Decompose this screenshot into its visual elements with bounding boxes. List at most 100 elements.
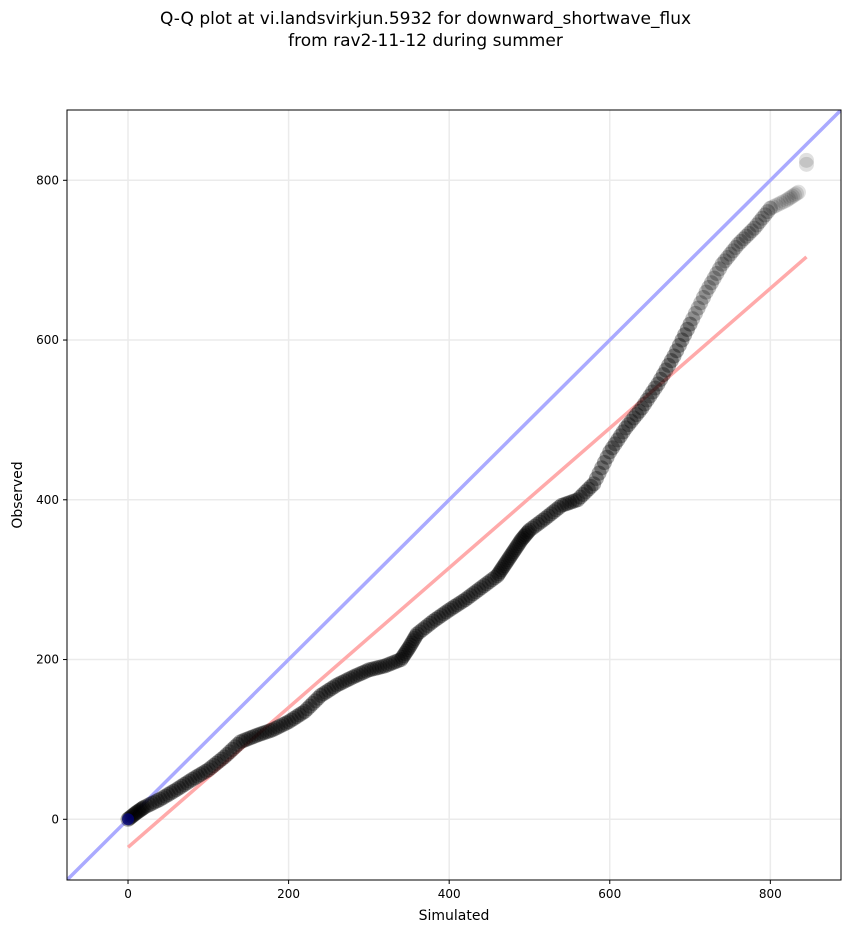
data-point: [299, 701, 315, 717]
plot-frame: [66, 109, 842, 881]
data-point: [238, 732, 254, 748]
data-point: [778, 192, 794, 208]
reference-lines: [67, 110, 841, 880]
data-point: [404, 635, 420, 651]
data-point: [216, 749, 232, 765]
data-point: [476, 578, 492, 594]
data-point: [382, 656, 398, 672]
data-point: [784, 188, 800, 204]
data-point: [246, 728, 262, 744]
data-point: [259, 724, 275, 740]
data-point: [501, 550, 517, 566]
data-point: [283, 712, 299, 728]
data-point: [564, 494, 580, 510]
data-point: [634, 400, 650, 416]
data-point: [527, 518, 543, 534]
data-point: [248, 727, 264, 743]
data-point: [401, 640, 417, 656]
data-point: [524, 520, 540, 536]
data-point: [620, 417, 636, 433]
data-point: [339, 672, 355, 688]
data-point: [273, 718, 289, 734]
data-point: [168, 782, 184, 798]
data-point: [517, 527, 533, 543]
data-point: [160, 787, 176, 803]
data-point: [414, 622, 430, 638]
data-point: [728, 240, 744, 256]
data-point: [546, 504, 562, 520]
data-point: [463, 588, 479, 604]
fit-line: [126, 255, 808, 849]
data-point: [174, 778, 190, 794]
data-point: [493, 562, 509, 578]
y-tick-label: 0: [51, 812, 59, 826]
data-point: [757, 207, 773, 223]
data-point: [425, 613, 441, 629]
data-point: [390, 653, 406, 669]
data-point: [155, 790, 171, 806]
data-point: [532, 514, 548, 530]
data-point: [738, 228, 754, 244]
data-point: [500, 552, 516, 568]
data-point: [305, 695, 321, 711]
data-point: [348, 668, 364, 684]
data-point: [203, 760, 219, 776]
data-point: [356, 664, 372, 680]
data-point: [637, 396, 653, 412]
data-point: [302, 698, 318, 714]
data-point: [776, 194, 792, 210]
data-point: [722, 246, 738, 262]
data-point: [460, 590, 476, 606]
data-point: [353, 666, 369, 682]
data-point: [554, 497, 570, 513]
data-point: [507, 542, 523, 558]
data-point: [313, 687, 329, 703]
data-point: [224, 741, 240, 757]
data-point: [623, 413, 639, 429]
chart-title: Q-Q plot at vi.landsvirkjun.5932 for dow…: [0, 8, 851, 52]
data-point: [192, 767, 208, 783]
data-point: [262, 723, 278, 739]
data-point: [765, 199, 781, 215]
data-point: [275, 717, 291, 733]
data-point: [671, 337, 687, 353]
data-point: [516, 529, 532, 545]
data-point: [286, 710, 302, 726]
data-point: [232, 734, 248, 750]
data-point: [358, 663, 374, 679]
data-point: [492, 564, 508, 580]
data-point: [141, 797, 157, 813]
data-point: [337, 673, 353, 689]
data-point: [682, 316, 698, 332]
data-point: [433, 608, 449, 624]
data-point: [479, 576, 495, 592]
data-point: [487, 570, 503, 586]
data-point: [452, 595, 468, 611]
data-point: [653, 371, 669, 387]
data-point: [484, 572, 500, 588]
data-point: [687, 305, 703, 321]
data-point: [265, 722, 281, 738]
data-point: [749, 217, 765, 233]
data-point: [388, 654, 404, 670]
data-point: [281, 714, 297, 730]
data-point: [184, 771, 200, 787]
data-point: [703, 275, 719, 291]
data-point: [405, 633, 421, 649]
data-point: [530, 516, 546, 532]
data-point: [297, 703, 313, 719]
data-point: [709, 265, 725, 281]
data-point: [235, 733, 251, 749]
data-point: [329, 677, 345, 693]
data-point: [497, 556, 513, 572]
data-point: [345, 669, 361, 685]
data-point: [725, 243, 741, 259]
data-point: [420, 617, 436, 633]
data-point: [520, 524, 536, 540]
data-point: [135, 800, 151, 816]
data-point: [139, 798, 155, 814]
data-point: [206, 758, 222, 774]
data-point: [149, 793, 165, 809]
data-point: [152, 791, 168, 807]
